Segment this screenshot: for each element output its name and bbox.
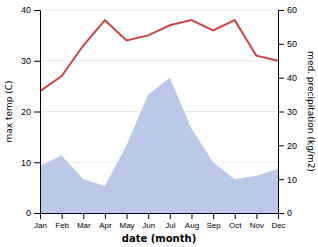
tick-mark	[34, 10, 40, 11]
tick: May	[119, 213, 134, 230]
x-axis: Jan Feb Mar Apr May Jun Jul Aug Sep Oct Nov Dec	[34, 213, 286, 230]
tick-label: Jul	[165, 221, 175, 230]
tick-label: 0	[26, 208, 31, 218]
tick: Jun	[142, 213, 155, 230]
tick-label: 30	[21, 56, 31, 66]
y-axis-title: max temp (C)	[4, 80, 14, 142]
tick-mark	[278, 44, 284, 45]
tick-mark	[34, 162, 40, 163]
tick-label: Dec	[271, 221, 285, 230]
tick-label: Jun	[142, 221, 155, 230]
area	[40, 78, 278, 213]
marks	[40, 20, 278, 213]
tick-label: Feb	[55, 221, 69, 230]
line	[40, 20, 278, 91]
tick-mark	[34, 213, 40, 214]
y2-axis-title: med. precipitation (kg/m2)	[306, 51, 316, 172]
tick-mark	[148, 213, 149, 219]
tick-mark	[278, 10, 284, 11]
tick-mark	[278, 145, 284, 146]
tick: Mar	[77, 213, 91, 230]
tick-label: 40	[21, 5, 31, 15]
tick: Dec	[271, 213, 285, 230]
axis-line	[41, 214, 279, 220]
tick-label: May	[119, 221, 134, 230]
tick-mark	[278, 78, 284, 79]
tick-mark	[213, 213, 214, 219]
grid	[40, 10, 278, 213]
tick: Apr	[99, 213, 112, 230]
tick-mark	[62, 213, 63, 219]
tick-mark	[34, 61, 40, 62]
tick: Feb	[55, 213, 69, 230]
tick-mark	[191, 213, 192, 219]
tick-label: 40	[287, 73, 297, 83]
grid-line	[40, 10, 278, 11]
tick-mark	[235, 213, 236, 219]
tick-mark	[278, 179, 284, 180]
tick-mark	[105, 213, 106, 219]
tick: Jan	[34, 213, 47, 230]
tick-mark	[127, 213, 128, 219]
tick-label: 20	[287, 141, 297, 151]
tick-mark	[83, 213, 84, 219]
tick-label: Aug	[185, 221, 199, 230]
y-axis: 0 10 20 30 40	[21, 5, 41, 218]
tick-label: 10	[21, 158, 31, 168]
tick-mark	[256, 213, 257, 219]
tick-label: Oct	[229, 221, 242, 230]
tick: 0	[26, 208, 40, 218]
tick-label: 50	[287, 39, 297, 49]
tick-label: 20	[21, 107, 31, 117]
x-axis-title: date (month)	[122, 233, 196, 244]
axis-line	[279, 11, 285, 214]
tick-label: Jan	[34, 221, 47, 230]
tick: 40	[278, 73, 297, 83]
tick-label: 10	[287, 175, 297, 185]
tick: Jul	[165, 213, 175, 230]
tick-label: Apr	[99, 221, 112, 230]
tick-mark	[278, 213, 284, 214]
tick-mark	[34, 112, 40, 113]
tick: Aug	[185, 213, 199, 230]
tick: 10	[278, 175, 297, 185]
tick: Sep	[206, 213, 221, 230]
y2-axis: 0 10 20 30 40 50 60	[278, 5, 297, 218]
tick: 30	[278, 107, 297, 117]
tick-mark	[170, 213, 171, 219]
tick: 30	[21, 56, 40, 66]
tick: 20	[278, 141, 297, 151]
tick-mark	[278, 112, 284, 113]
axis-line	[34, 11, 41, 214]
tick: Oct	[229, 213, 242, 230]
tick: Nov	[250, 213, 264, 230]
tick-label: 0	[287, 208, 292, 218]
tick: 50	[278, 39, 297, 49]
chart: JanFebMarAprMayJunJulAugSepOctNovDec0102…	[0, 0, 318, 247]
tick-label: Sep	[206, 221, 221, 230]
plot: JanFebMarAprMayJunJulAugSepOctNovDec0102…	[4, 5, 316, 244]
tick: 20	[21, 107, 40, 117]
tick: 60	[278, 5, 297, 15]
tick: 0	[278, 208, 292, 218]
tick-label: 30	[287, 107, 297, 117]
tick: 10	[21, 158, 40, 168]
tick: 40	[21, 5, 40, 15]
tick-label: Mar	[77, 221, 91, 230]
grid-line	[40, 60, 278, 61]
tick-label: 60	[287, 5, 297, 15]
tick-label: Nov	[250, 221, 264, 230]
